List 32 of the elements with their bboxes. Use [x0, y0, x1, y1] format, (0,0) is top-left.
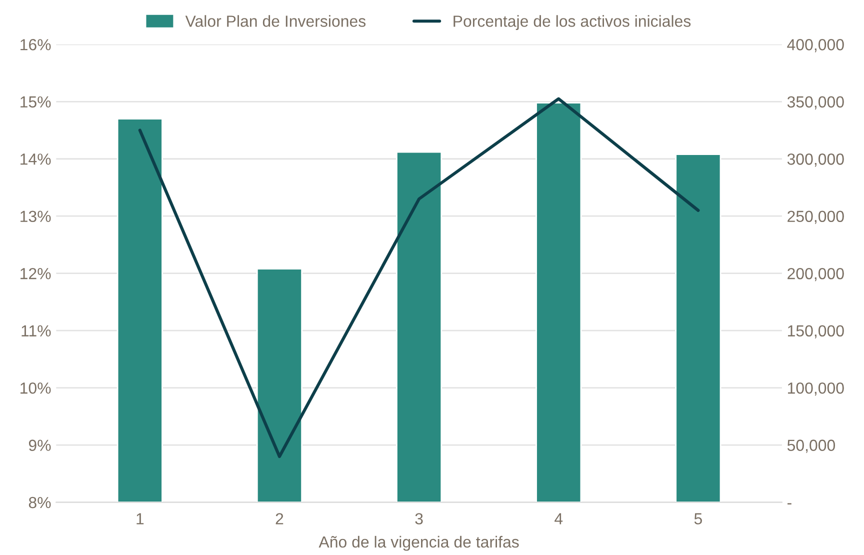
bar — [116, 118, 163, 502]
x-axis-title: Año de la vigencia de tarifas — [318, 536, 519, 551]
x-tick-label: 4 — [554, 513, 563, 524]
y-tick-label: 16% — [20, 39, 51, 50]
y-tick-label: 13% — [20, 210, 51, 222]
x-tick-label: 3 — [415, 513, 423, 524]
y-tick-label: 15% — [20, 96, 51, 108]
x-tick-label: 1 — [136, 513, 144, 524]
bar — [536, 102, 582, 502]
y2-tick-label: 250,000 — [788, 210, 844, 224]
x-tick-label: 2 — [276, 513, 284, 524]
y2-tick-label: 200,000 — [788, 268, 844, 282]
y2-tick-label: 100,000 — [788, 382, 844, 396]
y2-tick-label: 400,000 — [787, 39, 844, 52]
bar — [675, 154, 722, 502]
y2-tick-label: 350,000 — [787, 96, 844, 110]
y-tick-label: 11% — [22, 325, 51, 336]
bar — [396, 151, 442, 502]
y-tick-label: 10% — [20, 382, 51, 394]
legend-label: Valor Plan de Inversiones — [185, 15, 366, 27]
y-tick-label: 12% — [20, 268, 51, 280]
y2-tick-label: - — [787, 503, 792, 504]
bar — [256, 268, 302, 502]
y2-tick-label: 50,000 — [787, 440, 836, 453]
x-tick-label: 5 — [694, 513, 702, 524]
legend-label: Porcentaje de los activos iniciales — [454, 15, 691, 30]
y2-tick-label: 150,000 — [788, 325, 844, 338]
line-series — [138, 97, 700, 458]
y-tick-label: 14% — [20, 154, 51, 165]
y-tick-label: 9% — [28, 440, 51, 451]
y-tick-label: 8% — [28, 496, 51, 508]
y2-tick-label: 300,000 — [787, 154, 844, 167]
